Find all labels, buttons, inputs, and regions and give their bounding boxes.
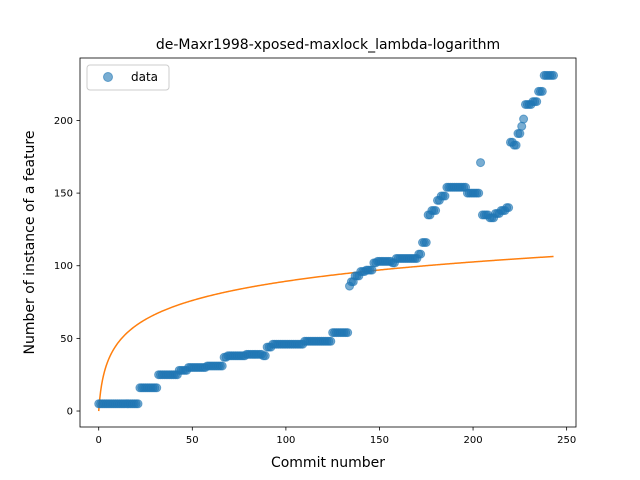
chart-title: de-Maxr1998-xposed-maxlock_lambda-logari… <box>156 37 500 53</box>
data-point <box>511 140 521 150</box>
legend-marker-data <box>103 72 113 82</box>
legend-label-data: data <box>131 70 158 84</box>
legend-box <box>86 64 170 91</box>
data-point <box>326 336 336 346</box>
data-point <box>504 203 514 213</box>
data-point <box>421 238 431 247</box>
axes-frame <box>79 57 577 428</box>
data-point <box>474 188 484 198</box>
y-axis-label: Number of instance of a feature <box>22 131 38 355</box>
data-point <box>416 249 426 259</box>
x-tick-label: 250 <box>557 435 576 446</box>
y-tick-label: 0 <box>67 407 73 418</box>
x-tick-label: 50 <box>186 435 199 446</box>
x-tick-label: 0 <box>96 435 102 446</box>
data-point <box>431 206 441 216</box>
data-point <box>537 86 547 96</box>
data-point <box>133 399 143 409</box>
legend: data <box>86 64 170 91</box>
data-point <box>260 351 270 361</box>
x-tick-label: 150 <box>370 435 389 446</box>
fit-curve <box>97 255 554 412</box>
data-point <box>367 265 377 275</box>
y-tick-label: 100 <box>54 261 73 272</box>
plot-area <box>94 70 559 412</box>
y-tick-label: 50 <box>60 334 73 345</box>
data-point <box>517 121 527 131</box>
axes-ticks: 0 50 100 150 200 250 0 50 100 150 200 <box>54 116 576 446</box>
data-point <box>152 383 162 393</box>
data-point <box>343 328 353 338</box>
y-tick-label: 200 <box>54 116 73 127</box>
data-point <box>217 361 227 371</box>
data-point <box>440 191 450 201</box>
data-point <box>515 129 525 139</box>
data-point <box>532 97 542 107</box>
data-point <box>476 158 486 168</box>
y-tick-label: 150 <box>54 189 73 200</box>
data-point <box>519 114 529 124</box>
x-tick-label: 200 <box>464 435 483 446</box>
data-point <box>549 70 559 80</box>
x-tick-label: 100 <box>276 435 295 446</box>
x-axis-label: Commit number <box>271 455 385 471</box>
